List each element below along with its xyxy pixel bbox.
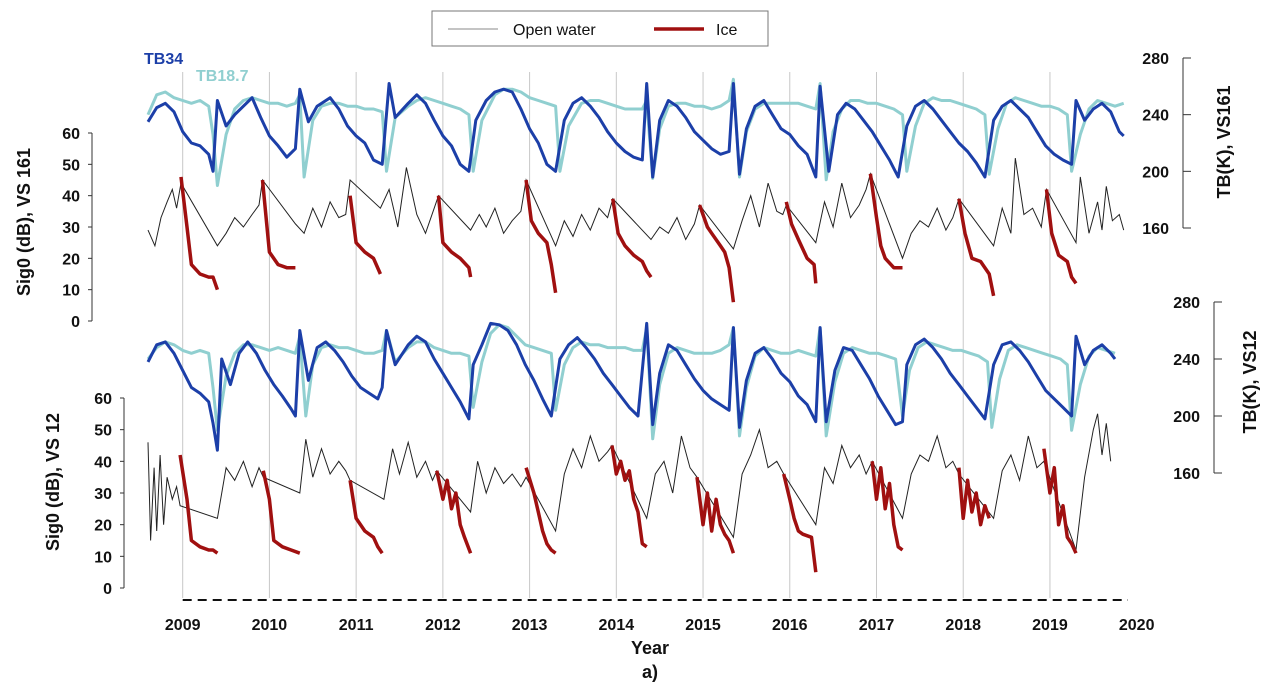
x-tick-label: 2013 bbox=[512, 617, 548, 634]
sig0-ice-segment bbox=[524, 467, 557, 555]
sig0-ice-segment bbox=[1044, 189, 1078, 285]
x-tick-label: 2017 bbox=[859, 617, 895, 634]
right-tick-label: 280 bbox=[1142, 51, 1169, 68]
sig0-ice-segment bbox=[781, 473, 818, 573]
sig0-ice-segment bbox=[524, 179, 558, 294]
sig0-ice-segment bbox=[868, 173, 903, 270]
sig0-ice-segment bbox=[870, 461, 904, 552]
right-tick-label: 200 bbox=[1173, 409, 1200, 426]
sig0-open-water-line-VS12 bbox=[147, 413, 1112, 551]
x-tick-label: 2020 bbox=[1119, 617, 1155, 634]
legend-ice-label: Ice bbox=[716, 22, 737, 39]
sig0-ice-segment bbox=[348, 195, 383, 275]
tb34-line-VS161 bbox=[146, 82, 1125, 179]
x-tick-label: 2016 bbox=[772, 617, 808, 634]
figure-caption: a) bbox=[642, 662, 658, 682]
tb34-line-VS12 bbox=[146, 321, 1117, 452]
left-tick-label: 20 bbox=[94, 518, 112, 535]
sig0-ice-segment bbox=[260, 179, 296, 270]
left-axis-label-vs12: Sig0 (dB), VS 12 bbox=[43, 413, 63, 551]
x-tick-label: 2018 bbox=[945, 617, 981, 634]
sig0-ice-segment bbox=[784, 201, 818, 284]
left-axis-label-vs161: Sig0 (dB), VS 161 bbox=[14, 148, 34, 296]
right-tick-label: 240 bbox=[1142, 108, 1169, 125]
x-tick-label: 2011 bbox=[339, 617, 374, 634]
left-tick-label: 0 bbox=[71, 314, 80, 331]
tb18-line-VS12 bbox=[146, 323, 1116, 441]
sig0-ice-segment bbox=[179, 176, 220, 291]
left-tick-label: 50 bbox=[94, 423, 112, 440]
left-tick-label: 30 bbox=[94, 486, 112, 503]
right-tick-label: 200 bbox=[1142, 164, 1169, 181]
x-tick-label: 2010 bbox=[252, 617, 288, 634]
sig0-ice-segment bbox=[348, 480, 384, 555]
x-tick-label: 2012 bbox=[425, 617, 461, 634]
sig0-ice-segment bbox=[610, 445, 648, 549]
left-tick-label: 40 bbox=[94, 454, 112, 471]
legend-open-water-label: Open water bbox=[513, 22, 596, 39]
right-tick-label: 160 bbox=[1142, 221, 1169, 238]
left-tick-label: 50 bbox=[62, 157, 80, 174]
sig0-ice-segment bbox=[178, 454, 219, 555]
right-axis-label-vs161: TB(K), VS161 bbox=[1214, 85, 1234, 198]
tb18-series-label: TB18.7 bbox=[196, 68, 249, 85]
legend: Open water Ice bbox=[431, 10, 769, 47]
right-axis-label-vs12: TB(K), VS12 bbox=[1240, 330, 1260, 433]
left-tick-label: 40 bbox=[62, 189, 80, 206]
sig0-ice-segment bbox=[261, 470, 301, 555]
x-tick-label: 2019 bbox=[1032, 617, 1068, 634]
tb34-series-label: TB34 bbox=[144, 51, 183, 68]
left-tick-label: 60 bbox=[94, 391, 112, 408]
left-tick-label: 30 bbox=[62, 220, 80, 237]
right-tick-label: 160 bbox=[1173, 466, 1200, 483]
x-tick-label: 2009 bbox=[165, 617, 201, 634]
sig0-ice-segment bbox=[436, 195, 473, 278]
sig0-ice-segment bbox=[1042, 448, 1078, 554]
tb18-line-VS161 bbox=[146, 77, 1125, 187]
sig0-ice-segment bbox=[957, 467, 991, 527]
sig0-ice-segment bbox=[957, 198, 996, 297]
sig0-open-water-line-VS161 bbox=[147, 158, 1125, 260]
left-tick-label: 20 bbox=[62, 251, 80, 268]
plot-area: 2009 2010 2011 2012 2013 2014 2015 2016 2017 2018… bbox=[62, 51, 1222, 634]
x-tick-label: 2014 bbox=[599, 617, 635, 634]
left-tick-label: 60 bbox=[62, 126, 80, 143]
x-axis-label: Year bbox=[631, 638, 669, 658]
left-tick-label: 10 bbox=[62, 283, 80, 300]
sig0-ice-segment bbox=[611, 198, 653, 279]
left-tick-label: 0 bbox=[103, 581, 112, 598]
right-tick-label: 280 bbox=[1173, 295, 1200, 312]
left-tick-label: 10 bbox=[94, 549, 112, 566]
right-tick-label: 240 bbox=[1173, 352, 1200, 369]
x-tick-label: 2015 bbox=[685, 617, 721, 634]
sig0-ice-segment bbox=[435, 470, 473, 554]
sig0-ice-segment bbox=[695, 476, 736, 554]
sig0-ice-segment bbox=[697, 204, 736, 303]
